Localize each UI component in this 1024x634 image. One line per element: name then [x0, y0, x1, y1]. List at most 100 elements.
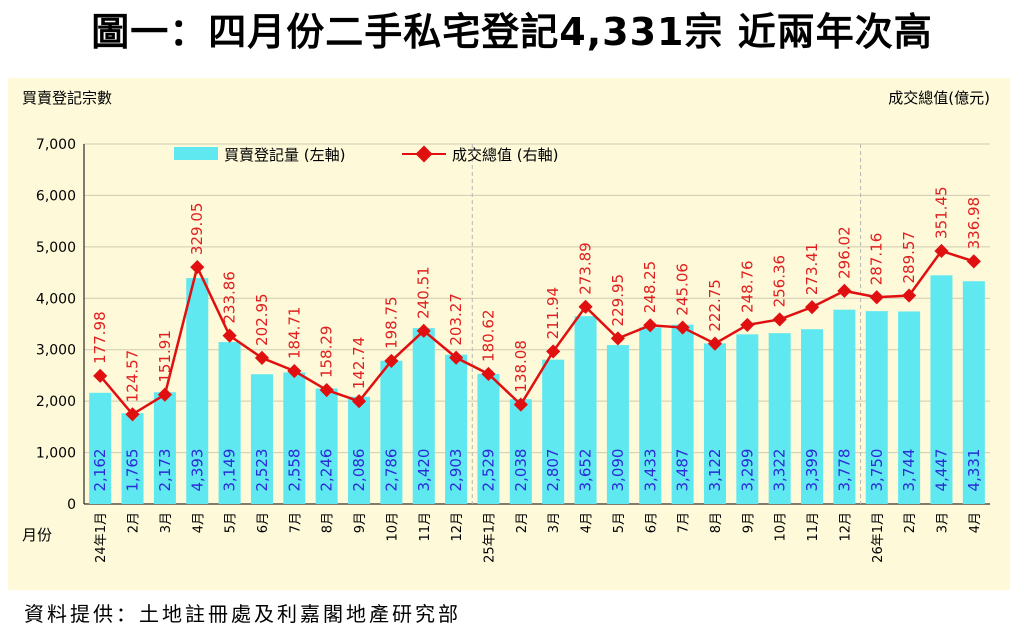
bar — [930, 275, 953, 504]
bar-value-label: 4,393 — [188, 449, 206, 492]
line-point — [643, 318, 658, 333]
x-tick-label: 2月 — [515, 512, 530, 533]
y-tick-label: 6,000 — [36, 188, 76, 204]
y-ticks: 0 1,000 2,000 3,000 4,000 5,000 6,000 7,000 — [36, 137, 76, 513]
bar-value-label: 2,523 — [253, 449, 271, 492]
bar-value-label: 3,487 — [674, 449, 692, 492]
line-value-label: 198.75 — [382, 296, 400, 349]
bar-value-label: 3,299 — [738, 449, 756, 492]
bar — [445, 354, 468, 504]
x-tick-label: 4月 — [968, 512, 983, 533]
bar — [768, 333, 791, 504]
line-point — [125, 407, 140, 422]
bar-value-label: 1,765 — [124, 449, 142, 492]
bar-value-label: 3,433 — [641, 449, 659, 492]
line-series — [93, 243, 981, 422]
line-value-label: 203.27 — [447, 293, 465, 346]
line-value-label: 248.25 — [641, 261, 659, 314]
bar — [801, 329, 824, 504]
y-tick-label: 1,000 — [36, 446, 76, 462]
bar-value-label: 2,246 — [318, 449, 336, 492]
line-point — [481, 366, 496, 382]
line-value-label: 180.62 — [479, 309, 497, 362]
line-point — [934, 243, 949, 259]
bar-value-label: 3,122 — [706, 449, 724, 492]
line-point — [449, 350, 464, 365]
line-value-label: 248.76 — [738, 260, 756, 313]
line-point — [222, 328, 237, 343]
bar-value-label: 2,173 — [156, 449, 174, 492]
line-value-label: 222.75 — [706, 279, 724, 332]
bar-value-labels: 2,162 1,765 2,173 4,393 3,149 2,523 2,558 2,246… — [91, 449, 983, 492]
x-tick-label: 2月 — [127, 512, 142, 533]
line-point — [966, 254, 981, 269]
line-value-label: 158.29 — [318, 326, 336, 379]
bar-value-label: 4,447 — [932, 449, 950, 492]
bar-value-label: 2,558 — [285, 449, 303, 492]
y-tick-label: 0 — [67, 497, 76, 513]
legend: 買賣登記量 (左軸) 成交總值 (右軸) — [174, 145, 558, 164]
line-point — [190, 260, 205, 275]
y-tick-label: 4,000 — [36, 291, 76, 307]
right-axis-title: 成交總值(億元) — [888, 89, 990, 107]
bar-value-label: 3,420 — [415, 449, 433, 492]
line-value-label: 289.57 — [900, 231, 918, 283]
line-point — [772, 312, 787, 327]
bar-series — [89, 275, 985, 504]
x-tick-label: 3月 — [935, 512, 950, 533]
line-point — [351, 394, 367, 409]
bar — [639, 327, 662, 504]
x-tick-label: 6月 — [256, 512, 271, 533]
line-value-label: 151.91 — [156, 330, 174, 383]
bar-value-label: 2,786 — [382, 449, 400, 492]
bar — [833, 309, 856, 504]
x-tick-label: 12月 — [450, 512, 465, 542]
x-tick-label: 9月 — [353, 512, 368, 533]
source-note: 資料提供：土地註冊處及利嘉閣地產研究部 — [24, 602, 461, 626]
x-tick-label: 25年1月 — [482, 512, 497, 563]
legend-line-label: 成交總值 (右軸) — [452, 146, 558, 164]
bar-value-label: 3,652 — [577, 449, 595, 492]
bar — [89, 392, 112, 504]
line-value-label: 184.71 — [285, 307, 303, 360]
line-value-label: 142.74 — [350, 337, 368, 390]
x-axis-title: 月份 — [22, 526, 52, 544]
line-point — [804, 300, 820, 315]
bar — [509, 399, 532, 504]
value-line — [99, 249, 975, 416]
bar-value-label: 2,162 — [91, 449, 109, 492]
bar-value-label: 2,903 — [447, 449, 465, 492]
x-tick-label: 10月 — [774, 512, 789, 542]
x-tick-label: 10月 — [385, 512, 400, 542]
bar — [962, 281, 985, 504]
y-tick-label: 2,000 — [36, 394, 76, 410]
bar-value-label: 3,090 — [609, 449, 627, 492]
line-point — [157, 387, 172, 402]
line-point — [578, 299, 593, 314]
bar-value-label: 4,331 — [965, 449, 983, 492]
bar-value-label: 2,086 — [350, 449, 368, 492]
x-tick-label: 5月 — [224, 512, 239, 533]
x-tick-label: 2月 — [903, 512, 918, 533]
chart-title: 圖一：四月份二手私宅登記4,331宗 近兩年次高 — [91, 10, 933, 54]
bar — [380, 360, 403, 504]
line-point — [93, 368, 108, 383]
x-tick-label: 8月 — [709, 512, 724, 533]
bar — [865, 311, 888, 504]
line-value-label: 245.06 — [674, 263, 692, 316]
line-value-label: 273.89 — [577, 242, 595, 295]
chart-panel: 買賣登記宗數 成交總值(億元) 月份 0 1,000 2,000 3,000 4,000… — [8, 78, 1010, 590]
bar — [283, 372, 306, 504]
line-value-label: 287.16 — [868, 233, 886, 286]
line-point — [384, 353, 399, 368]
x-tick-label: 4月 — [580, 512, 595, 533]
bar — [348, 396, 371, 504]
bar — [606, 345, 629, 504]
bar — [250, 374, 273, 504]
bar — [703, 343, 726, 504]
x-tick-label: 24年1月 — [94, 512, 109, 563]
x-tick-label: 9月 — [741, 512, 756, 533]
legend-bar-swatch — [174, 147, 218, 160]
bar-value-label: 3,744 — [900, 449, 918, 492]
x-tick-label: 3月 — [547, 512, 562, 533]
